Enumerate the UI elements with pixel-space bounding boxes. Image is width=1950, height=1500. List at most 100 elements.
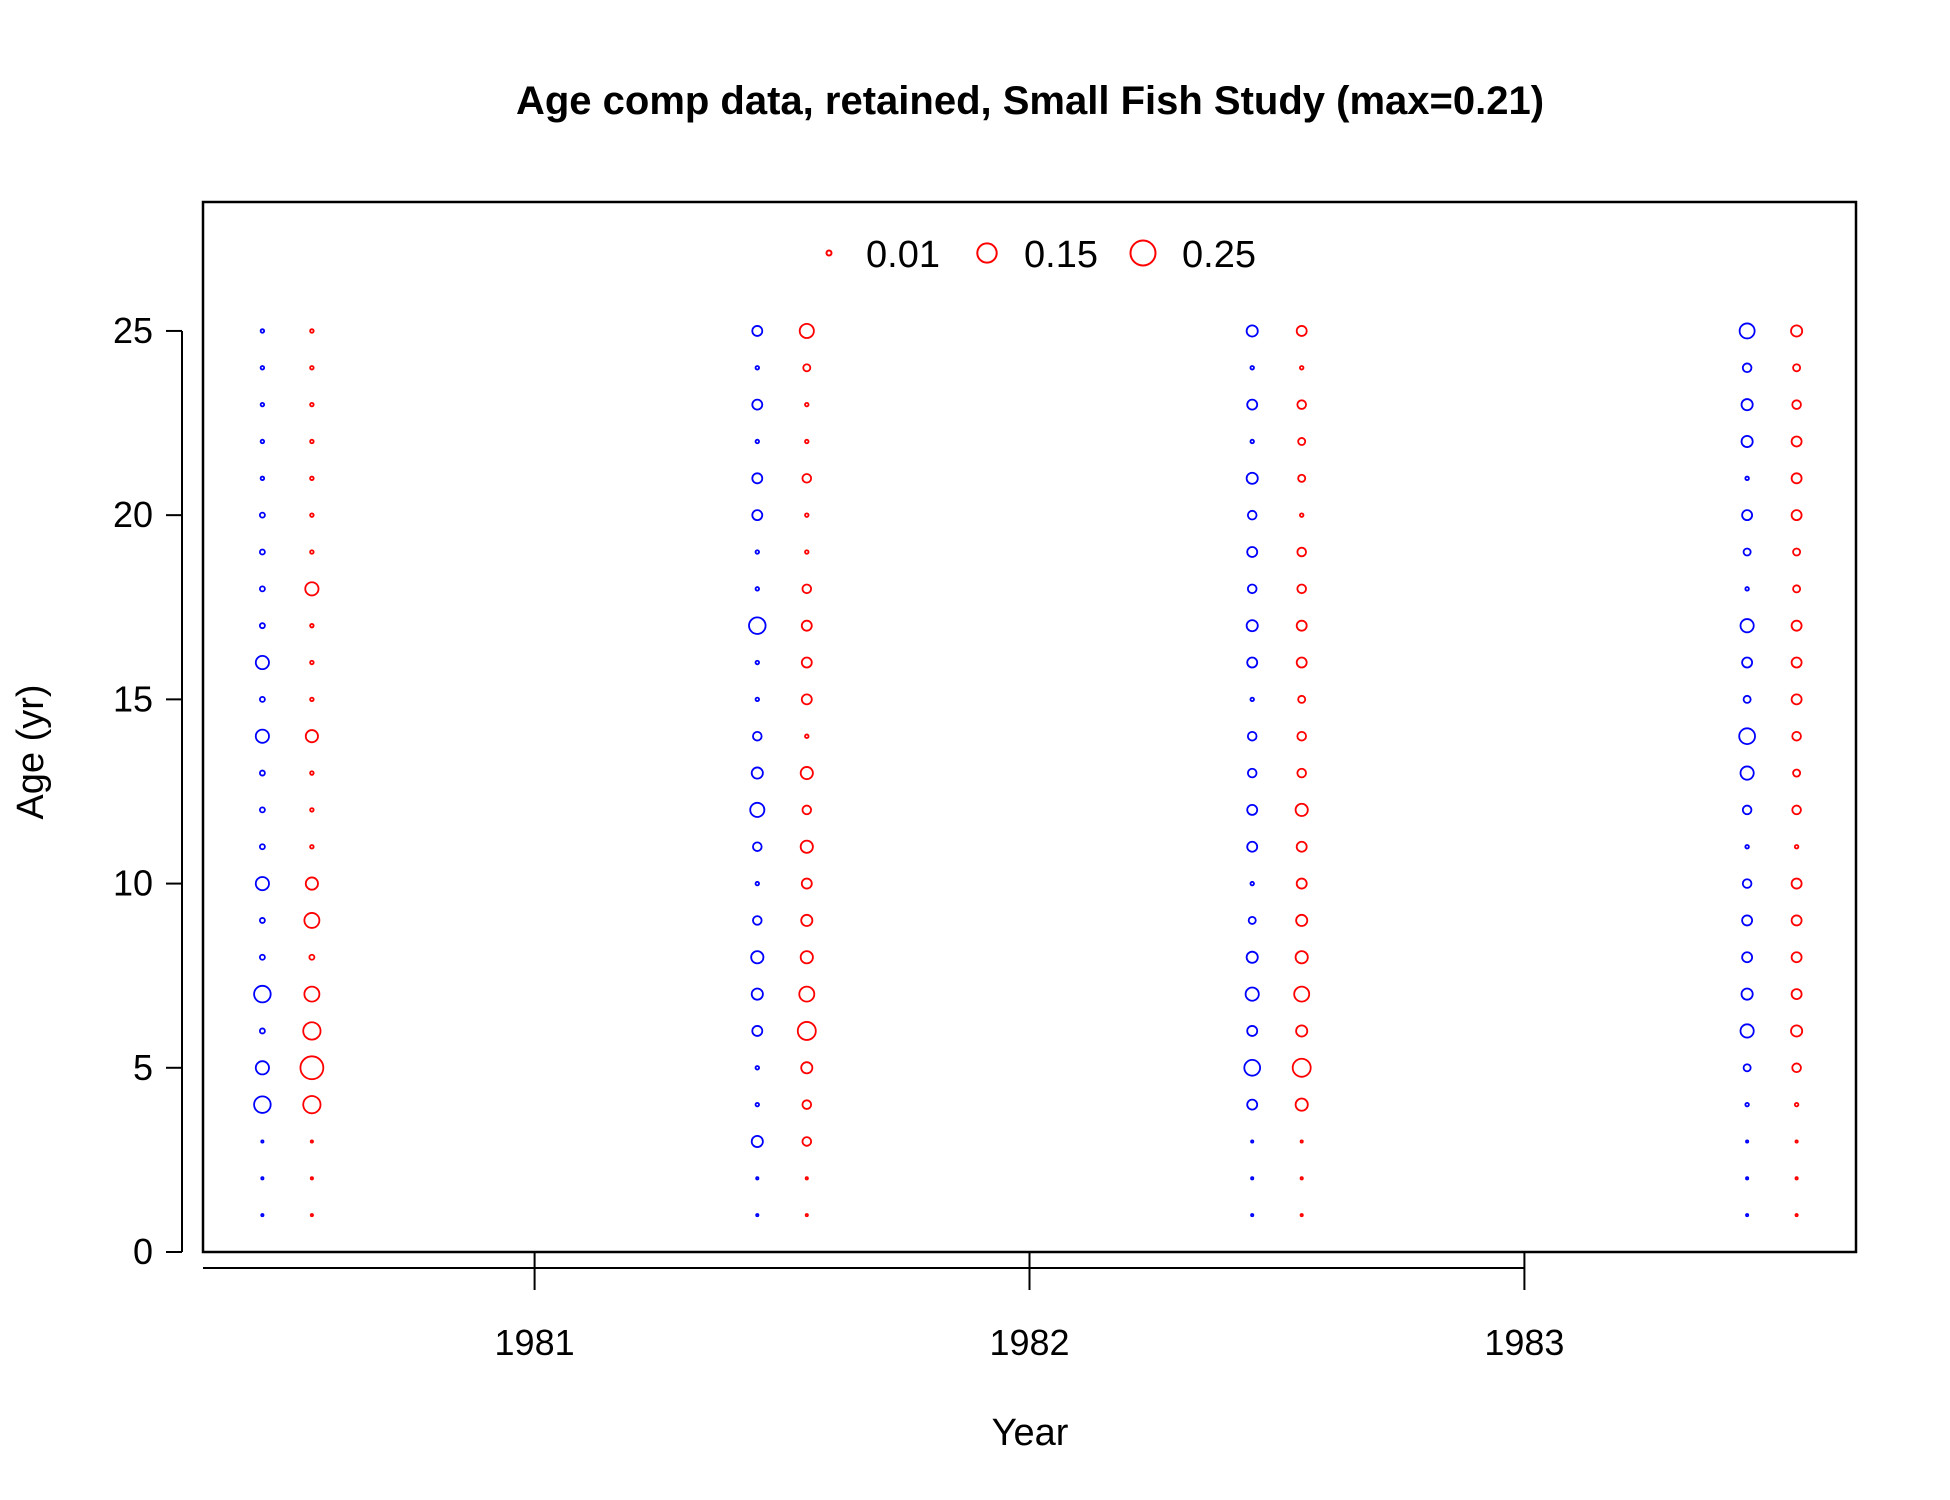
bubble-point [1790,1024,1804,1038]
bubble-point [1793,844,1800,850]
legend-label: 0.25 [1182,234,1256,276]
bubble-point [1793,1101,1800,1108]
bubble-point [254,876,270,892]
bubble-point [1296,399,1307,410]
bubble-point [1249,365,1255,371]
bubble-point [1740,398,1754,412]
bubble-point [303,985,321,1003]
bubble-point [254,1060,270,1076]
bubble-point [1742,694,1752,704]
bubble-point [260,1139,265,1144]
legend-label: 0.01 [866,234,940,276]
bubble-point [303,912,321,929]
bubble-point [1245,950,1259,964]
bubble-point [302,1095,322,1115]
bubble-point [804,1176,809,1181]
bubble-point [1790,988,1803,1001]
bubble-point [754,1065,760,1071]
bubble-point [1249,438,1255,445]
bubble-point [1246,509,1258,521]
bubble-point [309,696,315,703]
bubble-point [1244,986,1260,1002]
bubble-point [751,472,764,485]
legend-bubble-icon [976,242,998,264]
chart-title: Age comp data, retained, Small Fish Stud… [516,79,1544,123]
bubble-point [309,623,315,629]
bubble-point [754,1101,760,1108]
bubble-point [258,622,266,630]
bubble-point [1299,1213,1304,1218]
bubble-point [1792,363,1802,373]
bubble-point [259,475,266,481]
legend-bubble-icon [825,249,833,257]
bubble-point [309,549,315,555]
y-axis-label: Age (yr) [10,684,52,819]
bubble-point [304,581,320,597]
bubble-point [259,438,266,445]
bubble-point [1250,1176,1255,1181]
x-tick-label: 1981 [495,1322,575,1363]
bubble-point [258,953,266,961]
bubble-point [1299,1176,1304,1181]
bubble-point [1291,1057,1312,1078]
bubble-point [752,915,763,926]
bubble-point [1295,656,1308,669]
bubble-point [751,1025,764,1037]
legend: 0.01 0.15 0.25 [825,234,1256,276]
bubble-point [799,950,814,965]
bubble-point [258,585,266,593]
bubble-point [1293,985,1311,1003]
bubble-point [796,1021,817,1041]
bubble-point [1790,619,1803,632]
bubble-point [1294,950,1309,965]
bubble-point [1250,1213,1255,1218]
bubble-point [804,438,810,445]
bubble-point [1790,914,1803,927]
bubble-point [801,804,813,816]
bubble-point [750,950,765,965]
bubble-point [259,365,266,371]
bubble-point [755,1213,760,1218]
bubble-point [750,766,764,780]
bubble-point [259,328,266,334]
bubble-point [254,728,270,744]
bubble-point [258,917,266,924]
bubble-point [1792,547,1802,557]
bubble-point [748,616,767,635]
bubble-point [254,655,270,671]
bubble-point [1794,1213,1799,1218]
bubble-point [258,769,266,777]
bubble-point [1790,877,1803,890]
bubble-point [1791,730,1802,742]
bubble-point [309,770,315,776]
bubble-point [1745,1213,1750,1218]
bubble-point [754,586,760,592]
bubble-point [1246,1025,1259,1037]
bubble-point [1296,583,1307,595]
bubble-point [309,807,315,813]
bubble-point [1299,512,1305,518]
bubble-point [1791,1062,1802,1074]
bubble-point [1247,915,1257,925]
bubble-point [253,984,272,1004]
bubble-point [1245,324,1259,338]
bubble-point [299,1055,325,1081]
bubble-point [1791,804,1802,816]
bubble-point [258,548,266,556]
bubble-point [1245,471,1259,485]
bubble-point [260,1213,265,1218]
bubble-point [1739,765,1755,781]
x-axis-label: Year [992,1412,1069,1454]
bubble-point [309,401,315,408]
x-axis: 1981 1982 1983 [203,1252,1564,1363]
y-tick-label: 25 [113,310,153,351]
bubble-point [1295,913,1309,927]
bubble-point [798,322,815,339]
bubble-point [1741,914,1754,927]
bubble-point [800,619,813,632]
bubble-point [1295,840,1308,853]
bubble-point [801,583,813,595]
bubble-point [800,877,813,890]
bubble-point [1744,1101,1750,1108]
